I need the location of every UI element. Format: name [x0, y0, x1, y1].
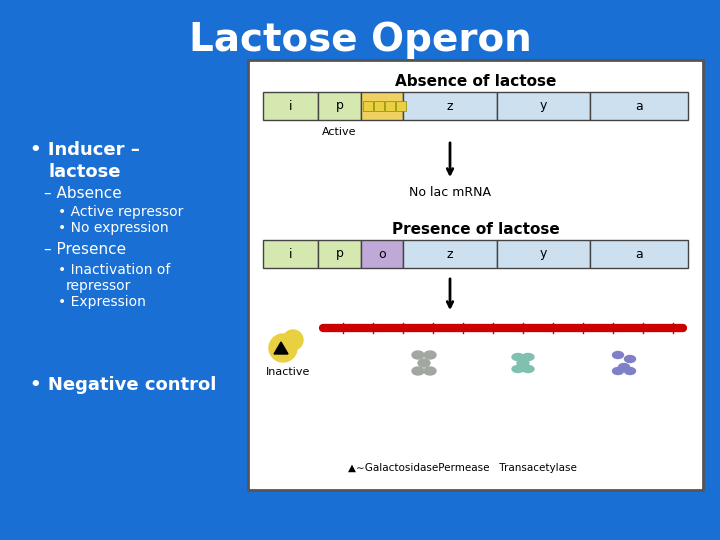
Text: p: p: [336, 247, 343, 260]
Text: p: p: [336, 99, 343, 112]
Ellipse shape: [512, 354, 524, 361]
Text: lactose: lactose: [48, 163, 120, 181]
Text: • Active repressor: • Active repressor: [58, 205, 184, 219]
Text: • No expression: • No expression: [58, 221, 168, 235]
Bar: [374, 101, 384, 111]
Bar: [361, 92, 403, 120]
Text: Absence of lactose: Absence of lactose: [395, 75, 556, 90]
Bar: [497, 92, 590, 120]
Polygon shape: [274, 342, 288, 354]
Ellipse shape: [613, 368, 624, 375]
Bar: [263, 240, 318, 268]
Text: Inactive: Inactive: [266, 367, 310, 377]
Ellipse shape: [418, 359, 430, 367]
Text: ▲∼GalactosidasePermease   Transacetylase: ▲∼GalactosidasePermease Transacetylase: [348, 463, 577, 473]
Text: • Inducer –: • Inducer –: [30, 141, 140, 159]
Circle shape: [283, 330, 303, 350]
Text: No lac mRNA: No lac mRNA: [409, 186, 491, 199]
Text: Active: Active: [323, 127, 356, 137]
Text: i: i: [289, 247, 292, 260]
Text: repressor: repressor: [66, 279, 131, 293]
Text: – Absence: – Absence: [44, 186, 122, 201]
Text: • Negative control: • Negative control: [30, 376, 217, 394]
Bar: [403, 92, 497, 120]
Text: Lactose Operon: Lactose Operon: [189, 21, 531, 59]
Text: y: y: [540, 99, 547, 112]
Bar: [361, 240, 403, 268]
Bar: [497, 240, 590, 268]
Ellipse shape: [624, 355, 636, 362]
Bar: [384, 101, 395, 111]
Ellipse shape: [522, 354, 534, 361]
Ellipse shape: [522, 366, 534, 373]
Text: – Presence: – Presence: [44, 242, 126, 258]
Ellipse shape: [512, 366, 524, 373]
Text: o: o: [378, 247, 386, 260]
Bar: [590, 240, 688, 268]
Text: Presence of lactose: Presence of lactose: [392, 222, 559, 238]
Ellipse shape: [624, 368, 636, 375]
Ellipse shape: [424, 367, 436, 375]
Bar: [396, 101, 406, 111]
Bar: [363, 101, 373, 111]
Bar: [263, 92, 318, 120]
Text: a: a: [635, 99, 643, 112]
Text: • Inactivation of: • Inactivation of: [58, 263, 171, 277]
Ellipse shape: [618, 363, 629, 370]
Ellipse shape: [613, 352, 624, 359]
Text: • Expression: • Expression: [58, 295, 146, 309]
Text: z: z: [446, 99, 454, 112]
Text: z: z: [446, 247, 454, 260]
Bar: [248, 60, 703, 490]
Text: y: y: [540, 247, 547, 260]
Bar: [590, 92, 688, 120]
Text: a: a: [635, 247, 643, 260]
Ellipse shape: [412, 367, 424, 375]
Ellipse shape: [517, 360, 529, 367]
Bar: [318, 240, 361, 268]
Text: i: i: [289, 99, 292, 112]
Bar: [403, 240, 497, 268]
Circle shape: [269, 334, 297, 362]
Ellipse shape: [412, 351, 424, 359]
Bar: [318, 92, 361, 120]
Ellipse shape: [424, 351, 436, 359]
